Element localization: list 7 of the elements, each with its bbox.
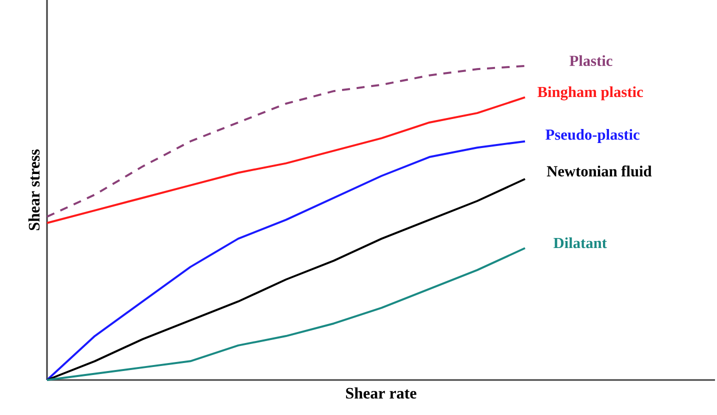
series-label: Bingham plastic <box>538 86 643 100</box>
text: Plastic <box>570 55 612 66</box>
series-label: Newtonian fluid <box>546 166 652 177</box>
x-axis-title: Shear rate <box>346 387 416 399</box>
series-label: Pseudo-plastic <box>546 129 640 143</box>
y-axis-title: Shear stress <box>28 149 40 230</box>
series-label: Dilatant <box>554 237 607 248</box>
